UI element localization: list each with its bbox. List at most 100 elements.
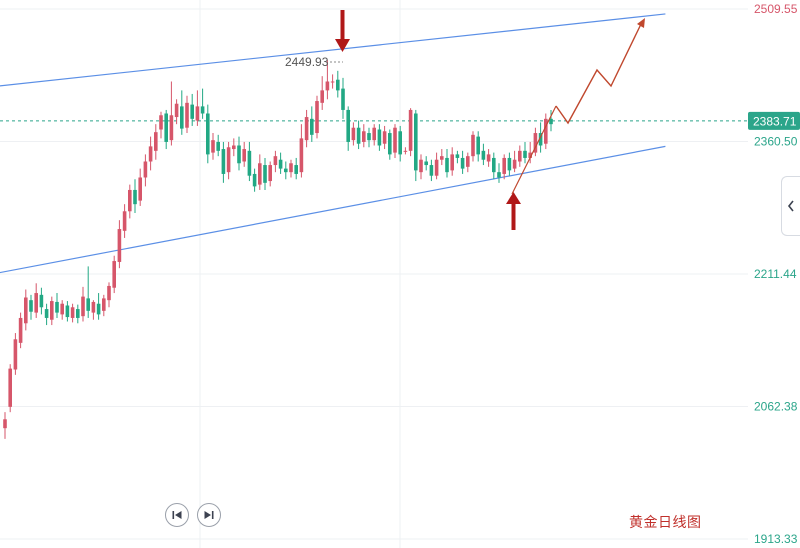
candle [549,109,553,132]
chart-caption: 黄金日线图 [629,515,702,531]
candle-body [221,149,226,174]
channel-layer [0,13,748,274]
candle-body [268,165,272,182]
candle [544,113,548,150]
candle [102,294,106,317]
candle-body [242,149,246,162]
candle-body [320,90,324,103]
candle [476,131,480,162]
candle [330,74,335,89]
candle [55,293,59,318]
candle [445,149,449,178]
candle [60,300,64,320]
projection-arrowhead [637,18,645,28]
candle-body [544,118,548,144]
candle-body [429,165,434,176]
candle [185,95,189,134]
candle [388,129,392,160]
candle [486,149,491,167]
candle-body [107,285,111,301]
candle [190,93,194,126]
candle-body [325,81,330,91]
candle [169,81,174,146]
candle [299,124,304,178]
candle [403,147,408,155]
candle [414,109,418,182]
candle-body [154,132,158,151]
candle [336,70,340,98]
scroll-forward-button[interactable] [197,503,221,527]
scroll-back-button[interactable] [165,503,189,527]
candle-body [263,165,267,183]
candle-body [341,88,345,110]
current-price-label: 2383.71 [753,114,797,128]
candle [76,304,80,324]
candle [180,90,184,135]
candle-body [24,297,28,324]
current-price-tag [748,111,800,130]
projection-rise [511,105,557,195]
candle [278,152,283,174]
candle-body [533,133,538,153]
candle [226,141,231,180]
candle [65,301,70,322]
candle-body [304,117,309,141]
candle-body [128,189,132,212]
candle [237,136,241,171]
candle-body [211,140,215,153]
candle [362,124,366,148]
candle-body [200,106,205,114]
candle-body [55,301,59,313]
candle-body [476,136,480,155]
candle-body [388,133,392,155]
candle [107,282,111,308]
candle-body [507,157,512,171]
candle-body [502,157,506,174]
candle-body [190,104,194,119]
candle-body [174,103,179,118]
candle [434,152,439,180]
candle-body [102,298,106,311]
candle [497,163,501,183]
candle [138,168,142,206]
y-tick-label: 1913.33 [754,532,798,546]
candle [528,141,532,164]
candle [96,293,101,320]
candle-body [518,150,522,162]
candle-body [237,145,241,164]
candle [34,283,38,318]
candle-body [138,177,142,201]
candle-body [538,133,543,146]
candle-body [65,305,70,318]
side-panel-toggle[interactable] [781,176,800,236]
candle [310,106,314,142]
candle-body [336,79,340,91]
candle-body [523,150,527,158]
candle-body [226,147,231,173]
candle-body [460,157,465,169]
candle-body [185,102,189,128]
candle-body [382,131,387,144]
candle [44,303,49,326]
candle-body [206,113,210,155]
candle-body [81,296,85,317]
candle-body [310,118,314,135]
candle [268,161,272,187]
candle-layer [3,60,553,439]
candle [346,106,350,151]
candle [315,95,319,139]
candle [460,150,465,174]
candle [154,124,158,160]
candle [518,145,522,167]
candle-body [164,113,168,142]
top-arrow-shaft [340,10,345,40]
candle-body [549,118,553,125]
candle [398,125,402,162]
candle-body [414,113,418,171]
candle [273,150,278,173]
candle [122,204,127,238]
candle-body [377,129,382,146]
candle [424,156,428,171]
candle-body [284,168,288,173]
